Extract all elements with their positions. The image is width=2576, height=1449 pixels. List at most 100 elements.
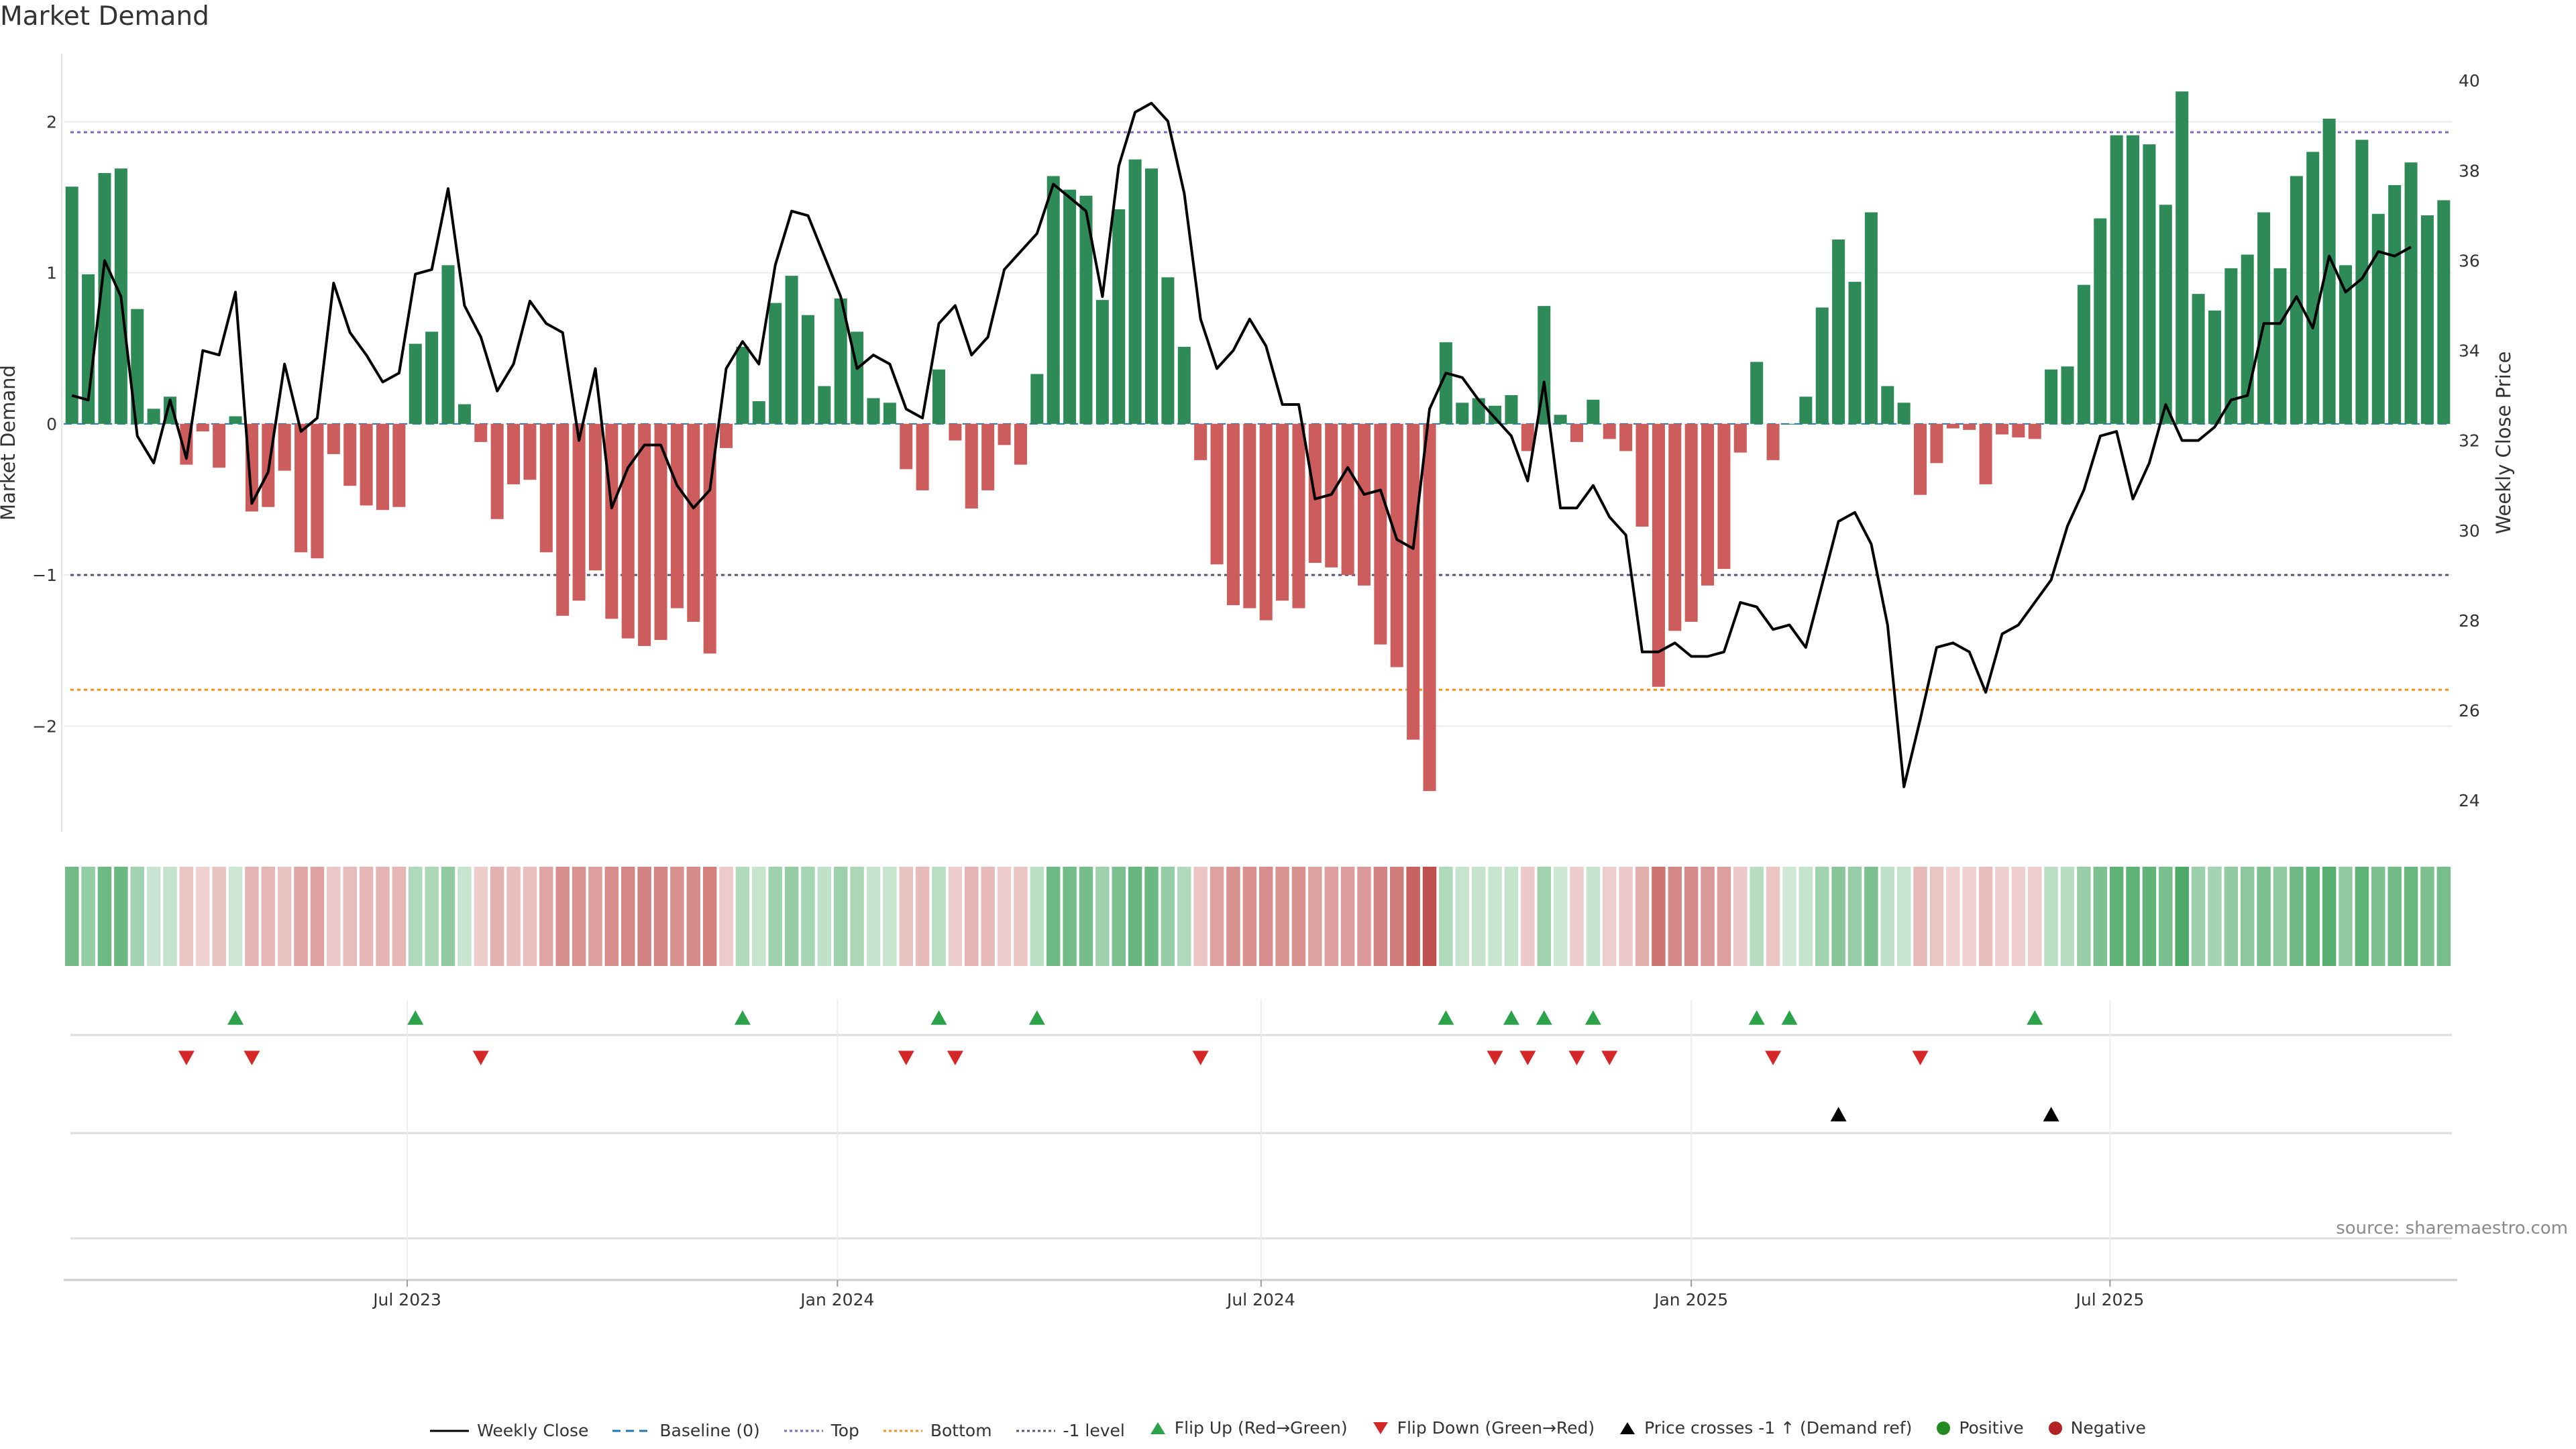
demand-strip-cell [1471,867,1486,966]
triangle-up-icon [1150,1421,1165,1434]
demand-strip-cell [1291,867,1306,966]
demand-bar [458,404,471,424]
demand-bar [572,423,586,601]
demand-strip-cell [2077,867,2091,966]
demand-strip-cell [1978,867,1993,966]
chart-legend: Weekly Close Baseline (0) Top Bottom -1 … [0,1418,2576,1440]
demand-bar [2290,176,2303,424]
reference-levels [64,131,2452,691]
demand-strip-cell [1014,867,1028,966]
demand-bar [2077,284,2090,424]
demand-bar [1407,423,1420,740]
triangle-down-icon [1373,1421,1388,1434]
flip-up-marker [1438,1010,1454,1025]
demand-bar [1930,423,1943,464]
demand-strip-cell [327,867,341,966]
demand-strip-cell [1373,867,1388,966]
demand-strip-cell [228,867,243,966]
demand-bar [376,423,389,511]
demand-bar [425,331,439,424]
demand-bar [196,423,209,432]
demand-bar [1701,423,1715,586]
demand-strip-cell [784,867,799,966]
demand-strip-cell [621,867,635,966]
demand-strip-cell [261,867,276,966]
demand-strip-cell [392,867,407,966]
demand-bar [2339,265,2353,424]
demand-bar [1226,423,1240,606]
demand-strip-cell [1521,867,1535,966]
demand-strip-cell [965,867,979,966]
legend-top: Top [784,1421,859,1440]
demand-strip-cell [1652,867,1666,966]
flip-down-marker [1192,1051,1209,1065]
demand-bar [327,423,340,454]
demand-bar [1014,423,1027,465]
demand-bar [147,409,160,424]
demand-bar [360,423,373,506]
demand-strip-cell [2126,867,2140,966]
demand-bar [1095,300,1109,424]
demand-bar [1423,423,1436,792]
demand-bar [588,423,602,571]
flip-up-marker [1585,1010,1601,1025]
demand-bar [2420,215,2434,424]
demand-strip-cell [670,867,684,966]
y2-tick-label: 34 [2459,341,2480,361]
demand-bar [2273,268,2287,424]
demand-bar [1177,346,1191,424]
legend-label: Top [830,1421,859,1440]
demand-bar [1619,423,1633,451]
demand-strip-cell [1701,867,1715,966]
demand-bar [2224,268,2238,424]
demand-bar [998,423,1011,445]
demand-strip-cell [490,867,504,966]
demand-strip-cell [1340,867,1355,966]
demand-strip-cell [359,867,374,966]
demand-strip-cell [179,867,194,966]
demand-bar [2061,366,2074,424]
demand-strip-cell [801,867,815,966]
demand-strip-cell [523,867,537,966]
x-tick-label: Jul 2024 [1226,1290,1295,1309]
demand-bar [2045,369,2058,424]
demand-bar [981,423,995,490]
demand-strip-cell [2371,867,2385,966]
demand-bar [2355,140,2369,424]
demand-bar [621,423,635,639]
demand-bar [1799,396,1813,424]
flip-up-marker [2027,1010,2043,1025]
demand-strip-cell [64,867,79,966]
demand-strip-cell [1782,867,1796,966]
demand-bar [638,423,651,646]
y2-tick-label: 26 [2459,701,2480,720]
flip-down-marker [1487,1051,1503,1065]
flip-down-marker [1519,1051,1536,1065]
dotted-line-swatch-icon [784,1430,823,1432]
demand-strip-cell [441,867,455,966]
legend-label: Bottom [930,1421,992,1440]
line-swatch-icon [430,1430,470,1432]
demand-bar [2437,200,2451,424]
demand-bar [82,274,95,424]
demand-strip-cell [114,867,128,966]
demand-bar [1276,423,1289,601]
y2-tick-label: 38 [2459,161,2480,180]
demand-strip-cell [2306,867,2320,966]
demand-bar [474,423,488,442]
demand-bar [539,423,553,553]
demand-strip-cell [1193,867,1208,966]
demand-bar [1161,277,1175,424]
legend-label: -1 level [1063,1421,1125,1440]
demand-strip-cell [702,867,717,966]
flip-up-marker [227,1010,244,1025]
demand-bar [1782,423,1796,425]
demand-strip-cell [1635,867,1650,966]
demand-strip-cell [653,867,668,966]
demand-strip-cell [277,867,292,966]
demand-bar [1652,423,1665,687]
legend-label: Positive [1959,1418,2024,1438]
demand-strip-cell [2404,867,2418,966]
dot-icon [1937,1421,1951,1435]
demand-bar [2306,152,2320,424]
